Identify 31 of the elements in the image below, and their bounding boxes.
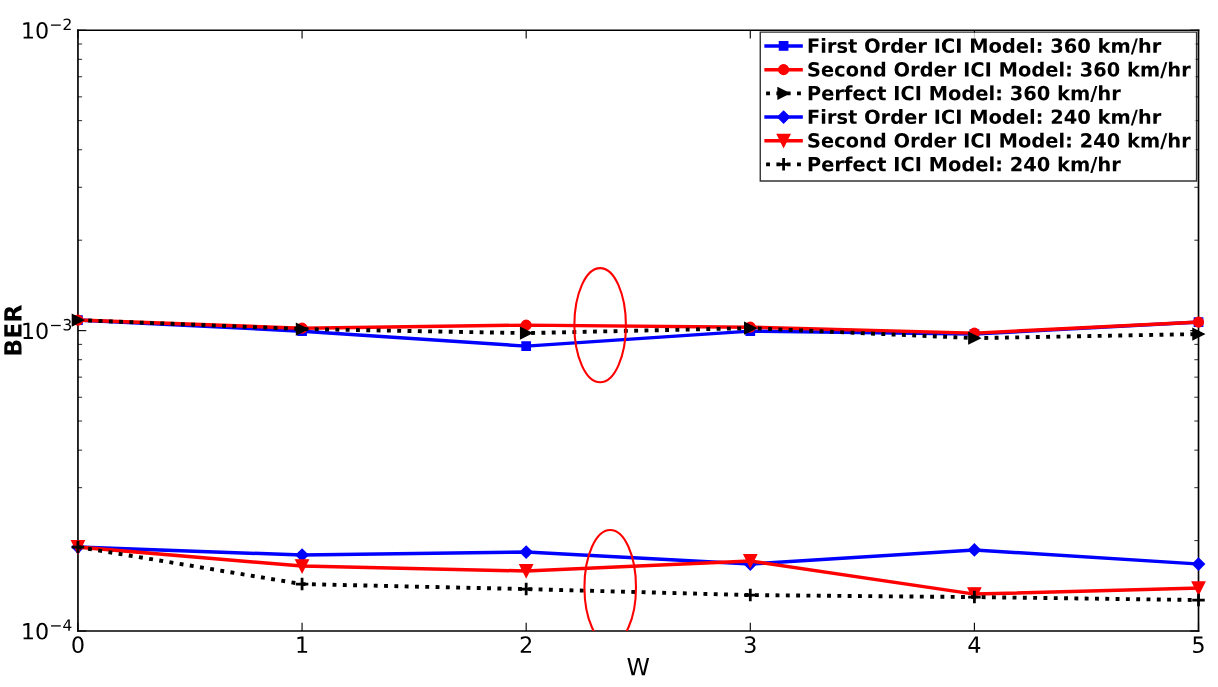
point: [294, 576, 310, 592]
x-tick-label: 3: [744, 636, 756, 654]
legend-label: First Order ICI Model: 240 km/hr: [808, 109, 1162, 126]
legend-label: Second Order ICI Model: 240 km/hr: [808, 132, 1191, 150]
point: [519, 326, 533, 340]
legend-label: First Order ICI Model: 360 km/hr: [808, 38, 1162, 55]
point: [742, 587, 758, 603]
point: [295, 559, 310, 574]
point: [1191, 557, 1206, 571]
y-axis-title: BER: [4, 304, 22, 355]
point: [519, 564, 534, 578]
x-axis-title: W: [627, 658, 650, 676]
x-tick-label: 4: [968, 636, 981, 653]
y-tick-label: 10$^{−4}$: [23, 619, 72, 640]
x-tick-label: 2: [520, 636, 532, 653]
point: [967, 543, 981, 557]
legend-label: Second Order ICI Model: 360 km/hr: [808, 61, 1191, 79]
x-tick-label: 1: [297, 636, 308, 653]
x-tick-label: 0: [72, 636, 84, 654]
y-tick-label: 10$^{−2}$: [23, 18, 71, 39]
point: [1190, 592, 1207, 608]
point: [518, 581, 534, 597]
point: [968, 331, 981, 345]
point: [521, 341, 532, 351]
legend-label: Perfect ICI Model: 360 km/hr: [808, 85, 1121, 102]
point: [1191, 581, 1206, 596]
point: [1192, 327, 1205, 341]
legend-label: Perfect ICI Model: 240 km/hr: [808, 156, 1121, 173]
x-tick-label: 5: [1193, 636, 1204, 654]
y-tick-label: 10$^{−3}$: [23, 318, 72, 340]
point: [519, 545, 533, 559]
